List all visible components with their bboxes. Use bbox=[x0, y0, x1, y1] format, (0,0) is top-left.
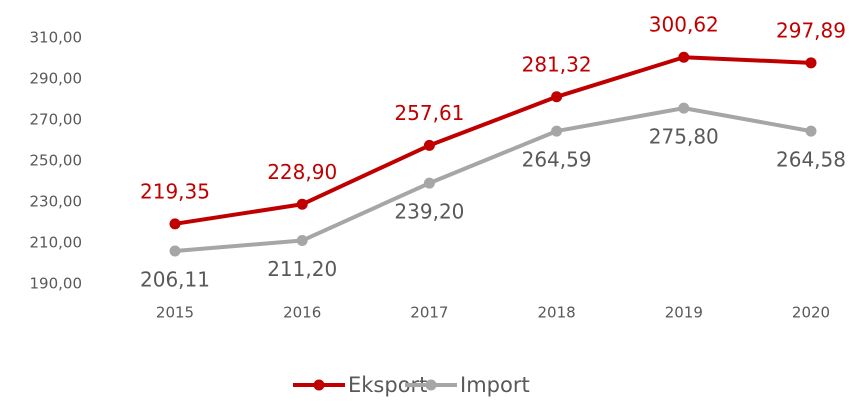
y-tick-label: 250,00 bbox=[30, 152, 83, 170]
data-label: 281,32 bbox=[522, 52, 592, 76]
data-label: 264,58 bbox=[776, 148, 846, 172]
data-label: 206,11 bbox=[140, 267, 210, 291]
y-tick-label: 290,00 bbox=[30, 70, 83, 88]
data-point bbox=[551, 91, 563, 103]
data-point bbox=[296, 235, 308, 247]
y-tick-label: 270,00 bbox=[30, 111, 83, 129]
series-line bbox=[174, 106, 812, 253]
data-point bbox=[678, 102, 690, 114]
data-label: 264,59 bbox=[522, 148, 592, 172]
data-point bbox=[423, 139, 435, 151]
x-tick-label: 2015 bbox=[156, 304, 194, 322]
data-label: 300,62 bbox=[649, 13, 719, 37]
legend-label: Import bbox=[460, 373, 530, 397]
x-tick-label: 2017 bbox=[410, 304, 448, 322]
data-label: 228,90 bbox=[267, 160, 337, 184]
series-line bbox=[174, 55, 812, 226]
y-tick-label: 210,00 bbox=[30, 234, 83, 252]
data-point bbox=[805, 57, 817, 69]
data-label: 297,89 bbox=[776, 18, 846, 42]
data-label: 219,35 bbox=[140, 179, 210, 203]
data-label: 275,80 bbox=[649, 125, 719, 149]
data-point bbox=[169, 218, 181, 230]
data-point bbox=[551, 125, 563, 137]
data-label: 211,20 bbox=[267, 257, 337, 281]
data-point bbox=[805, 125, 817, 137]
legend-marker bbox=[313, 379, 325, 391]
x-tick-label: 2016 bbox=[283, 304, 321, 322]
x-tick-label: 2019 bbox=[665, 304, 703, 322]
x-tick-label: 2020 bbox=[792, 304, 830, 322]
y-tick-label: 230,00 bbox=[30, 193, 83, 211]
y-tick-label: 310,00 bbox=[30, 29, 83, 47]
data-point bbox=[169, 245, 181, 257]
data-point bbox=[296, 198, 308, 210]
data-label: 239,20 bbox=[394, 200, 464, 224]
data-point bbox=[678, 51, 690, 63]
x-tick-label: 2018 bbox=[538, 304, 576, 322]
y-tick-label: 190,00 bbox=[30, 275, 83, 293]
data-point bbox=[423, 177, 435, 189]
data-label: 257,61 bbox=[394, 101, 464, 125]
legend-marker bbox=[425, 379, 437, 391]
